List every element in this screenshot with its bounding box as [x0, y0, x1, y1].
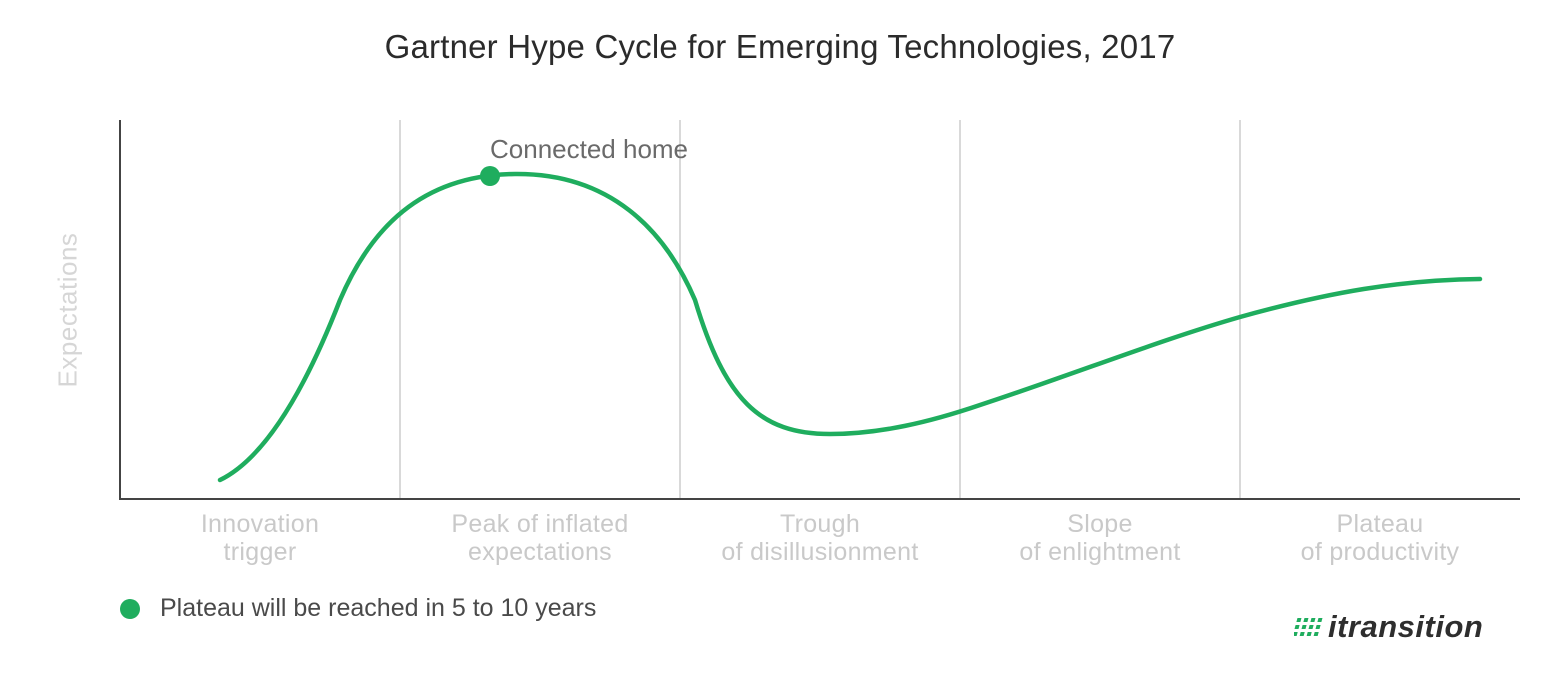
connected-home-point: [480, 166, 500, 186]
phase-label-line1: Plateau: [1336, 510, 1424, 538]
logo-text: itransition: [1328, 609, 1484, 644]
phase-label-line1: Innovation: [200, 510, 320, 538]
legend-label: Plateau will be reached in 5 to 10 years: [160, 594, 597, 622]
phase-label-line2: of disillusionment: [721, 538, 919, 566]
hype-curve: [217, 171, 1483, 483]
legend: Plateau will be reached in 5 to 10 years: [120, 594, 596, 623]
y-axis-label: Expectations: [52, 232, 83, 388]
phase-label-line2: of productivity: [1300, 538, 1460, 566]
phase-label-line2: of enlightment: [1019, 538, 1181, 566]
phase-label-plateau: Plateau of productivity: [1240, 510, 1520, 566]
phase-label-peak: Peak of inflated expectations: [400, 510, 680, 566]
phase-label-line2: trigger: [223, 538, 297, 566]
connected-home-label: Connected home: [490, 134, 689, 164]
phase-label-line1: Slope: [1067, 510, 1133, 538]
phase-label-trough: Trough of disillusionment: [680, 510, 960, 566]
phase-label-line2: expectations: [468, 538, 612, 566]
phase-label-slope: Slope of enlightment: [960, 510, 1240, 566]
logo-stripes-icon: [1294, 618, 1323, 636]
itransition-logo: itransition: [1294, 609, 1484, 644]
phase-label-line1: Trough: [779, 510, 861, 538]
phase-label-innovation-trigger: Innovation trigger: [120, 510, 400, 566]
phase-label-line1: Peak of inflated: [451, 510, 629, 538]
legend-dot-icon: [120, 598, 140, 619]
chart-title: Gartner Hype Cycle for Emerging Technolo…: [384, 28, 1176, 65]
